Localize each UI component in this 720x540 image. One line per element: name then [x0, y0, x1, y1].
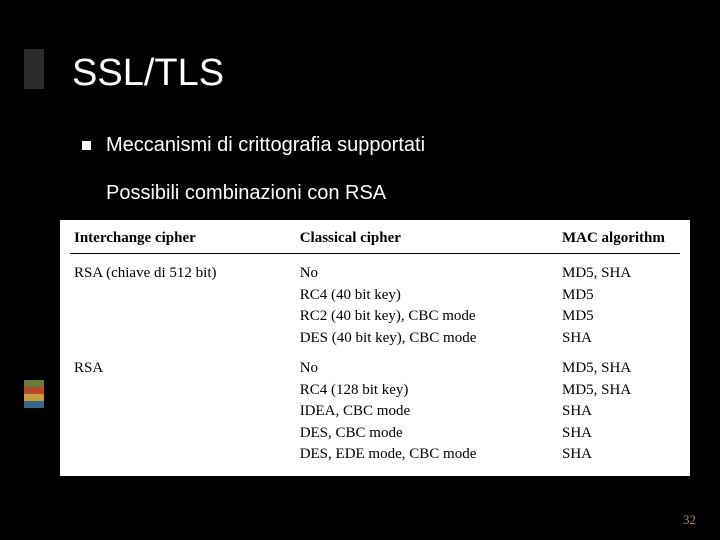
table-cell: RSA	[70, 349, 296, 380]
table-header-row: Interchange cipher Classical cipher MAC …	[70, 228, 680, 254]
table-row: DES (40 bit key), CBC modeSHA	[70, 328, 680, 350]
table-cell	[70, 380, 296, 402]
side-accent-stripes	[24, 380, 44, 408]
table-row: RC4 (128 bit key)MD5, SHA	[70, 380, 680, 402]
cipher-table-container: Interchange cipher Classical cipher MAC …	[60, 220, 690, 476]
bullet-text: Meccanismi di crittografia supportati	[106, 134, 425, 157]
accent-stripe	[24, 380, 44, 387]
table-cell: No	[296, 254, 558, 285]
header-mac: MAC algorithm	[558, 228, 680, 254]
table-cell: SHA	[558, 328, 680, 350]
table-cell: MD5, SHA	[558, 380, 680, 402]
table-row: DES, CBC modeSHA	[70, 423, 680, 445]
table-row: DES, EDE mode, CBC modeSHA	[70, 444, 680, 466]
bullet-square-icon	[82, 141, 91, 150]
table-cell	[70, 444, 296, 466]
table-cell: SHA	[558, 401, 680, 423]
table-cell: SHA	[558, 423, 680, 445]
table-cell: MD5, SHA	[558, 254, 680, 285]
accent-stripe	[24, 387, 44, 394]
table-cell: SHA	[558, 444, 680, 466]
table-row: RSANoMD5, SHA	[70, 349, 680, 380]
header-classical: Classical cipher	[296, 228, 558, 254]
table-row: IDEA, CBC modeSHA	[70, 401, 680, 423]
table-cell: RSA (chiave di 512 bit)	[70, 254, 296, 285]
table-cell: DES (40 bit key), CBC mode	[296, 328, 558, 350]
table-cell: DES, EDE mode, CBC mode	[296, 444, 558, 466]
accent-stripe	[24, 394, 44, 401]
table-cell: DES, CBC mode	[296, 423, 558, 445]
table-row: RSA (chiave di 512 bit)NoMD5, SHA	[70, 254, 680, 285]
table-cell: MD5	[558, 306, 680, 328]
subheading: Possibili combinazioni con RSA	[106, 182, 386, 205]
header-interchange: Interchange cipher	[70, 228, 296, 254]
table-row: RC4 (40 bit key)MD5	[70, 285, 680, 307]
table-row: RC2 (40 bit key), CBC modeMD5	[70, 306, 680, 328]
title-accent-bar	[24, 49, 44, 89]
table-cell	[70, 285, 296, 307]
table-cell	[70, 306, 296, 328]
table-cell	[70, 401, 296, 423]
table-cell: RC4 (128 bit key)	[296, 380, 558, 402]
table-cell: MD5, SHA	[558, 349, 680, 380]
page-number: 32	[683, 512, 696, 528]
table-cell: RC4 (40 bit key)	[296, 285, 558, 307]
table-cell	[70, 328, 296, 350]
table-cell: MD5	[558, 285, 680, 307]
table-cell: No	[296, 349, 558, 380]
slide: SSL/TLS Meccanismi di crittografia suppo…	[0, 0, 720, 540]
bullet-item: Meccanismi di crittografia supportati	[82, 134, 425, 157]
accent-stripe	[24, 401, 44, 408]
slide-title: SSL/TLS	[72, 52, 224, 95]
table-cell	[70, 423, 296, 445]
cipher-table: Interchange cipher Classical cipher MAC …	[70, 228, 680, 466]
table-cell: RC2 (40 bit key), CBC mode	[296, 306, 558, 328]
table-cell: IDEA, CBC mode	[296, 401, 558, 423]
